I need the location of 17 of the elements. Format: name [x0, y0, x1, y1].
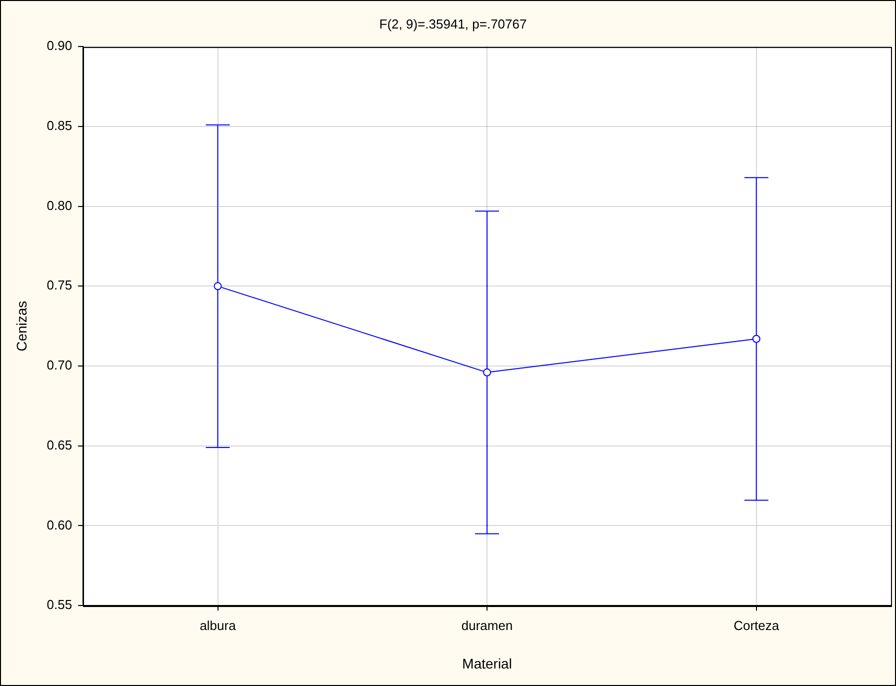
x-tick-label: duramen — [461, 618, 513, 633]
y-tick-label: 0.70 — [46, 358, 72, 373]
y-tick-label: 0.55 — [46, 597, 72, 612]
y-axis-title: Cenizas — [13, 300, 30, 352]
point — [752, 334, 760, 343]
x-tick-label: Corteza — [734, 618, 780, 633]
point — [483, 368, 492, 376]
y-tick-label: 0.90 — [46, 38, 72, 54]
y-tick-label: 0.60 — [46, 517, 72, 532]
point — [214, 282, 222, 290]
chart-title: F(2, 9)=.35941, p=.70767 — [379, 16, 527, 32]
y-tick-label: 0.85 — [46, 118, 72, 134]
x-axis-title: Material — [462, 655, 512, 672]
x-tick-label: albura — [200, 618, 237, 633]
y-tick-label: 0.80 — [46, 198, 72, 213]
y-tick-label: 0.65 — [46, 437, 72, 452]
y-tick-label: 0.75 — [46, 278, 72, 293]
